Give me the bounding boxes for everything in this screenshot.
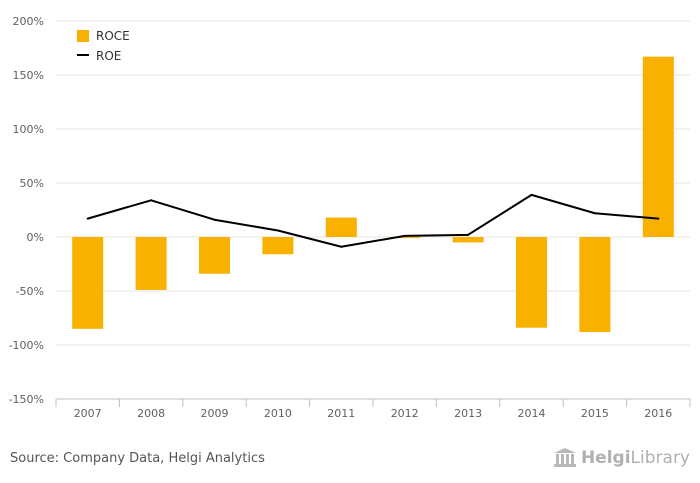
roe-point bbox=[340, 245, 343, 248]
roe-point bbox=[86, 217, 89, 220]
roe-point bbox=[213, 218, 216, 221]
roce-bar bbox=[72, 237, 104, 329]
x-tick-label: 2012 bbox=[391, 407, 419, 420]
roce-bar bbox=[389, 237, 421, 239]
source-note: Source: Company Data, Helgi Analytics bbox=[10, 451, 265, 466]
roce-bar bbox=[579, 237, 611, 333]
roe-point bbox=[593, 212, 596, 215]
y-tick-label: 150% bbox=[13, 69, 44, 82]
roe-line-layer bbox=[86, 193, 660, 248]
x-tick-label: 2009 bbox=[201, 407, 229, 420]
brand-part1: Helgi bbox=[580, 448, 631, 468]
helgi-library-logo[interactable]: Helgi Library bbox=[553, 448, 690, 468]
x-tick-label: 2014 bbox=[518, 407, 546, 420]
roce-bars bbox=[72, 56, 674, 333]
x-tick-label: 2008 bbox=[137, 407, 165, 420]
x-tick-label: 2016 bbox=[644, 407, 672, 420]
roe-point bbox=[657, 217, 660, 220]
roce-bar bbox=[452, 237, 484, 243]
x-tick-label: 2010 bbox=[264, 407, 292, 420]
roe-point bbox=[467, 233, 470, 236]
legend-roce-label[interactable]: ROCE bbox=[96, 29, 130, 43]
legend: ROCE ROE bbox=[77, 29, 130, 63]
roce-bar bbox=[262, 237, 294, 255]
y-tick-label: 200% bbox=[13, 15, 44, 28]
roe-point bbox=[530, 193, 533, 196]
legend-roe-label[interactable]: ROE bbox=[96, 49, 121, 63]
y-tick-label: 0% bbox=[27, 231, 44, 244]
roce-bar bbox=[516, 237, 547, 328]
y-axis-ticks: -150% -100% -50% 0% 50% 100% 150% 200% bbox=[9, 15, 44, 406]
roe-point bbox=[403, 234, 406, 237]
x-axis: 2007 2008 2009 2010 2011 2012 2013 2014 2015 2016 bbox=[55, 398, 691, 420]
y-tick-label: -50% bbox=[16, 285, 44, 298]
brand-part2: Library bbox=[630, 448, 690, 468]
roce-bar bbox=[642, 56, 674, 237]
chart: -150% -100% -50% 0% 50% 100% 150% 200% 2007 2008… bbox=[9, 15, 691, 420]
x-tick-label: 2011 bbox=[327, 407, 355, 420]
roce-bar bbox=[135, 237, 167, 290]
x-tick-label: 2013 bbox=[454, 407, 482, 420]
y-tick-label: 100% bbox=[13, 123, 44, 136]
y-tick-label: 50% bbox=[20, 177, 44, 190]
y-tick-label: -100% bbox=[9, 339, 44, 352]
roe-point bbox=[150, 199, 153, 202]
legend-roce-swatch bbox=[77, 30, 89, 42]
roce-bar bbox=[325, 217, 357, 237]
roe-point bbox=[276, 229, 279, 232]
roe-line bbox=[87, 193, 659, 248]
library-building-icon bbox=[553, 448, 576, 467]
x-tick-label: 2015 bbox=[581, 407, 609, 420]
y-tick-label: -150% bbox=[9, 393, 44, 406]
x-tick-label: 2007 bbox=[74, 407, 102, 420]
roce-bar bbox=[199, 237, 230, 274]
